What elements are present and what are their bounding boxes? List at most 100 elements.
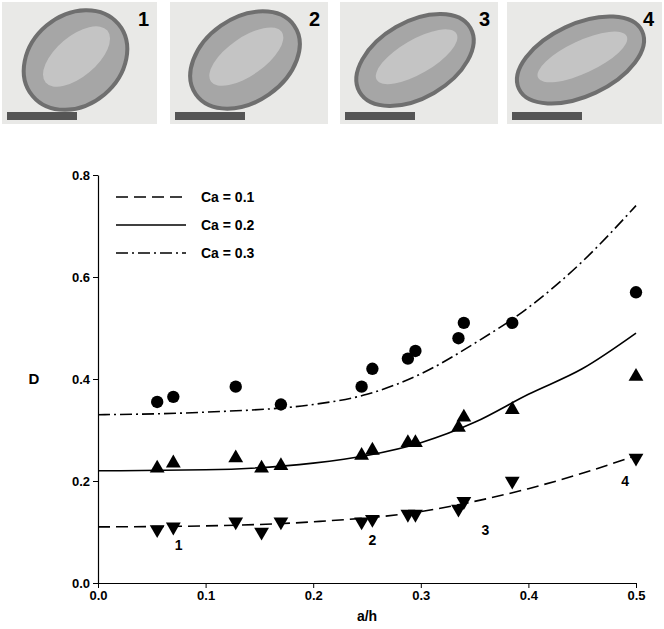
x-axis-title: a/h: [357, 608, 377, 624]
photo: 3: [340, 0, 498, 125]
x-tick: 0.0: [89, 583, 107, 603]
photos: 1 2 3 4: [2, 0, 662, 130]
point: [452, 332, 464, 344]
point: [629, 454, 644, 467]
photo-label: 2: [309, 8, 320, 30]
point: [150, 525, 165, 538]
annotation: 4: [621, 473, 629, 489]
x-axis: 0.0 0.1 0.2 0.3 0.4 0.5: [89, 583, 645, 603]
y-tick-label: 0.0: [72, 576, 90, 591]
legend-swatch: [116, 196, 186, 198]
point: [458, 317, 470, 329]
y-tick-label: 0.6: [72, 270, 90, 285]
x-axis-line: [99, 583, 637, 584]
x-tick-label: 0.3: [412, 588, 430, 603]
y-tick-mark: [93, 379, 98, 380]
point: [228, 518, 243, 531]
point: [254, 528, 269, 541]
point: [150, 460, 165, 473]
x-tick-label: 0.2: [305, 588, 323, 603]
annotation: 3: [481, 522, 489, 538]
point: [151, 396, 163, 408]
droplet-highlight: [33, 15, 121, 98]
point: [456, 409, 471, 422]
photo: 1: [2, 0, 157, 130]
x-tick-label: 0.5: [627, 588, 645, 603]
point: [365, 515, 380, 528]
legend: Ca = 0.1 Ca = 0.2 Ca = 0.3: [116, 189, 255, 261]
x-tick: 0.3: [412, 583, 430, 603]
legend-swatch: [116, 252, 186, 254]
y-tick-label: 0.8: [72, 168, 90, 183]
point: [166, 455, 181, 468]
y-tick-mark: [93, 481, 98, 482]
x-tick-label: 0.1: [197, 588, 215, 603]
scale-bar: [175, 112, 245, 120]
legend-label: Ca = 0.1: [201, 189, 255, 205]
scale-bar: [7, 112, 77, 120]
y-tick: 0.0: [72, 576, 98, 591]
x-tick: 0.5: [627, 583, 645, 603]
point: [456, 497, 471, 510]
y-axis-line: [98, 176, 99, 584]
droplet: [341, 0, 490, 125]
annotation: 2: [368, 532, 376, 548]
annotation: 1: [175, 537, 183, 553]
point: [365, 442, 380, 455]
point: [506, 317, 518, 329]
y-tick-mark: [93, 277, 98, 278]
point: [630, 286, 642, 298]
curve: [98, 206, 636, 415]
point: [409, 345, 421, 357]
point: [408, 434, 423, 447]
y-axis: 0.0 0.2 0.4 0.6 0.8: [72, 168, 99, 591]
plot-area: [98, 206, 643, 541]
point: [254, 460, 269, 473]
y-tick-mark: [93, 583, 98, 584]
point: [505, 401, 520, 414]
point: [355, 380, 367, 392]
droplet: [172, 0, 318, 129]
point: [166, 523, 181, 536]
x-tick-label: 0.0: [89, 588, 107, 603]
photo: 4: [504, 0, 662, 124]
droplet: [4, 0, 148, 130]
droplet-highlight: [368, 19, 465, 95]
curve: [98, 456, 636, 527]
point: [230, 380, 242, 392]
point: [505, 477, 520, 490]
chart-svg: 1 2 3 4 0.0 0.1 0.2 0.3 0.4 0.5 0.0 0.2 0.4 0.6 0.8 a/h…: [0, 0, 664, 629]
photo-label: 3: [479, 8, 490, 30]
y-tick-mark: [93, 175, 98, 176]
point: [228, 449, 243, 462]
photo-label: 1: [138, 8, 149, 30]
legend-label: Ca = 0.3: [201, 245, 255, 261]
droplet: [504, 0, 658, 121]
point: [366, 363, 378, 375]
point: [275, 398, 287, 410]
scale-bar: [345, 112, 415, 120]
point: [274, 457, 289, 470]
photo: 2: [170, 0, 328, 129]
legend-swatch: [116, 224, 186, 226]
curve: [98, 333, 636, 471]
y-tick: 0.8: [72, 168, 98, 183]
y-tick-label: 0.4: [72, 372, 91, 387]
point: [167, 391, 179, 403]
droplet-highlight: [531, 22, 633, 93]
y-tick: 0.4: [72, 372, 98, 387]
scale-bar: [512, 112, 582, 120]
y-tick: 0.6: [72, 270, 98, 285]
y-axis-title: D: [29, 370, 40, 387]
photo-label: 4: [643, 8, 655, 30]
x-tick: 0.2: [305, 583, 323, 603]
point: [354, 518, 369, 531]
y-tick-label: 0.2: [72, 474, 90, 489]
x-tick: 0.4: [520, 583, 539, 603]
x-tick-label: 0.4: [520, 588, 539, 603]
legend-label: Ca = 0.2: [201, 217, 255, 233]
point: [629, 368, 644, 381]
y-tick: 0.2: [72, 474, 98, 489]
droplet-highlight: [200, 16, 292, 97]
point: [408, 510, 423, 523]
